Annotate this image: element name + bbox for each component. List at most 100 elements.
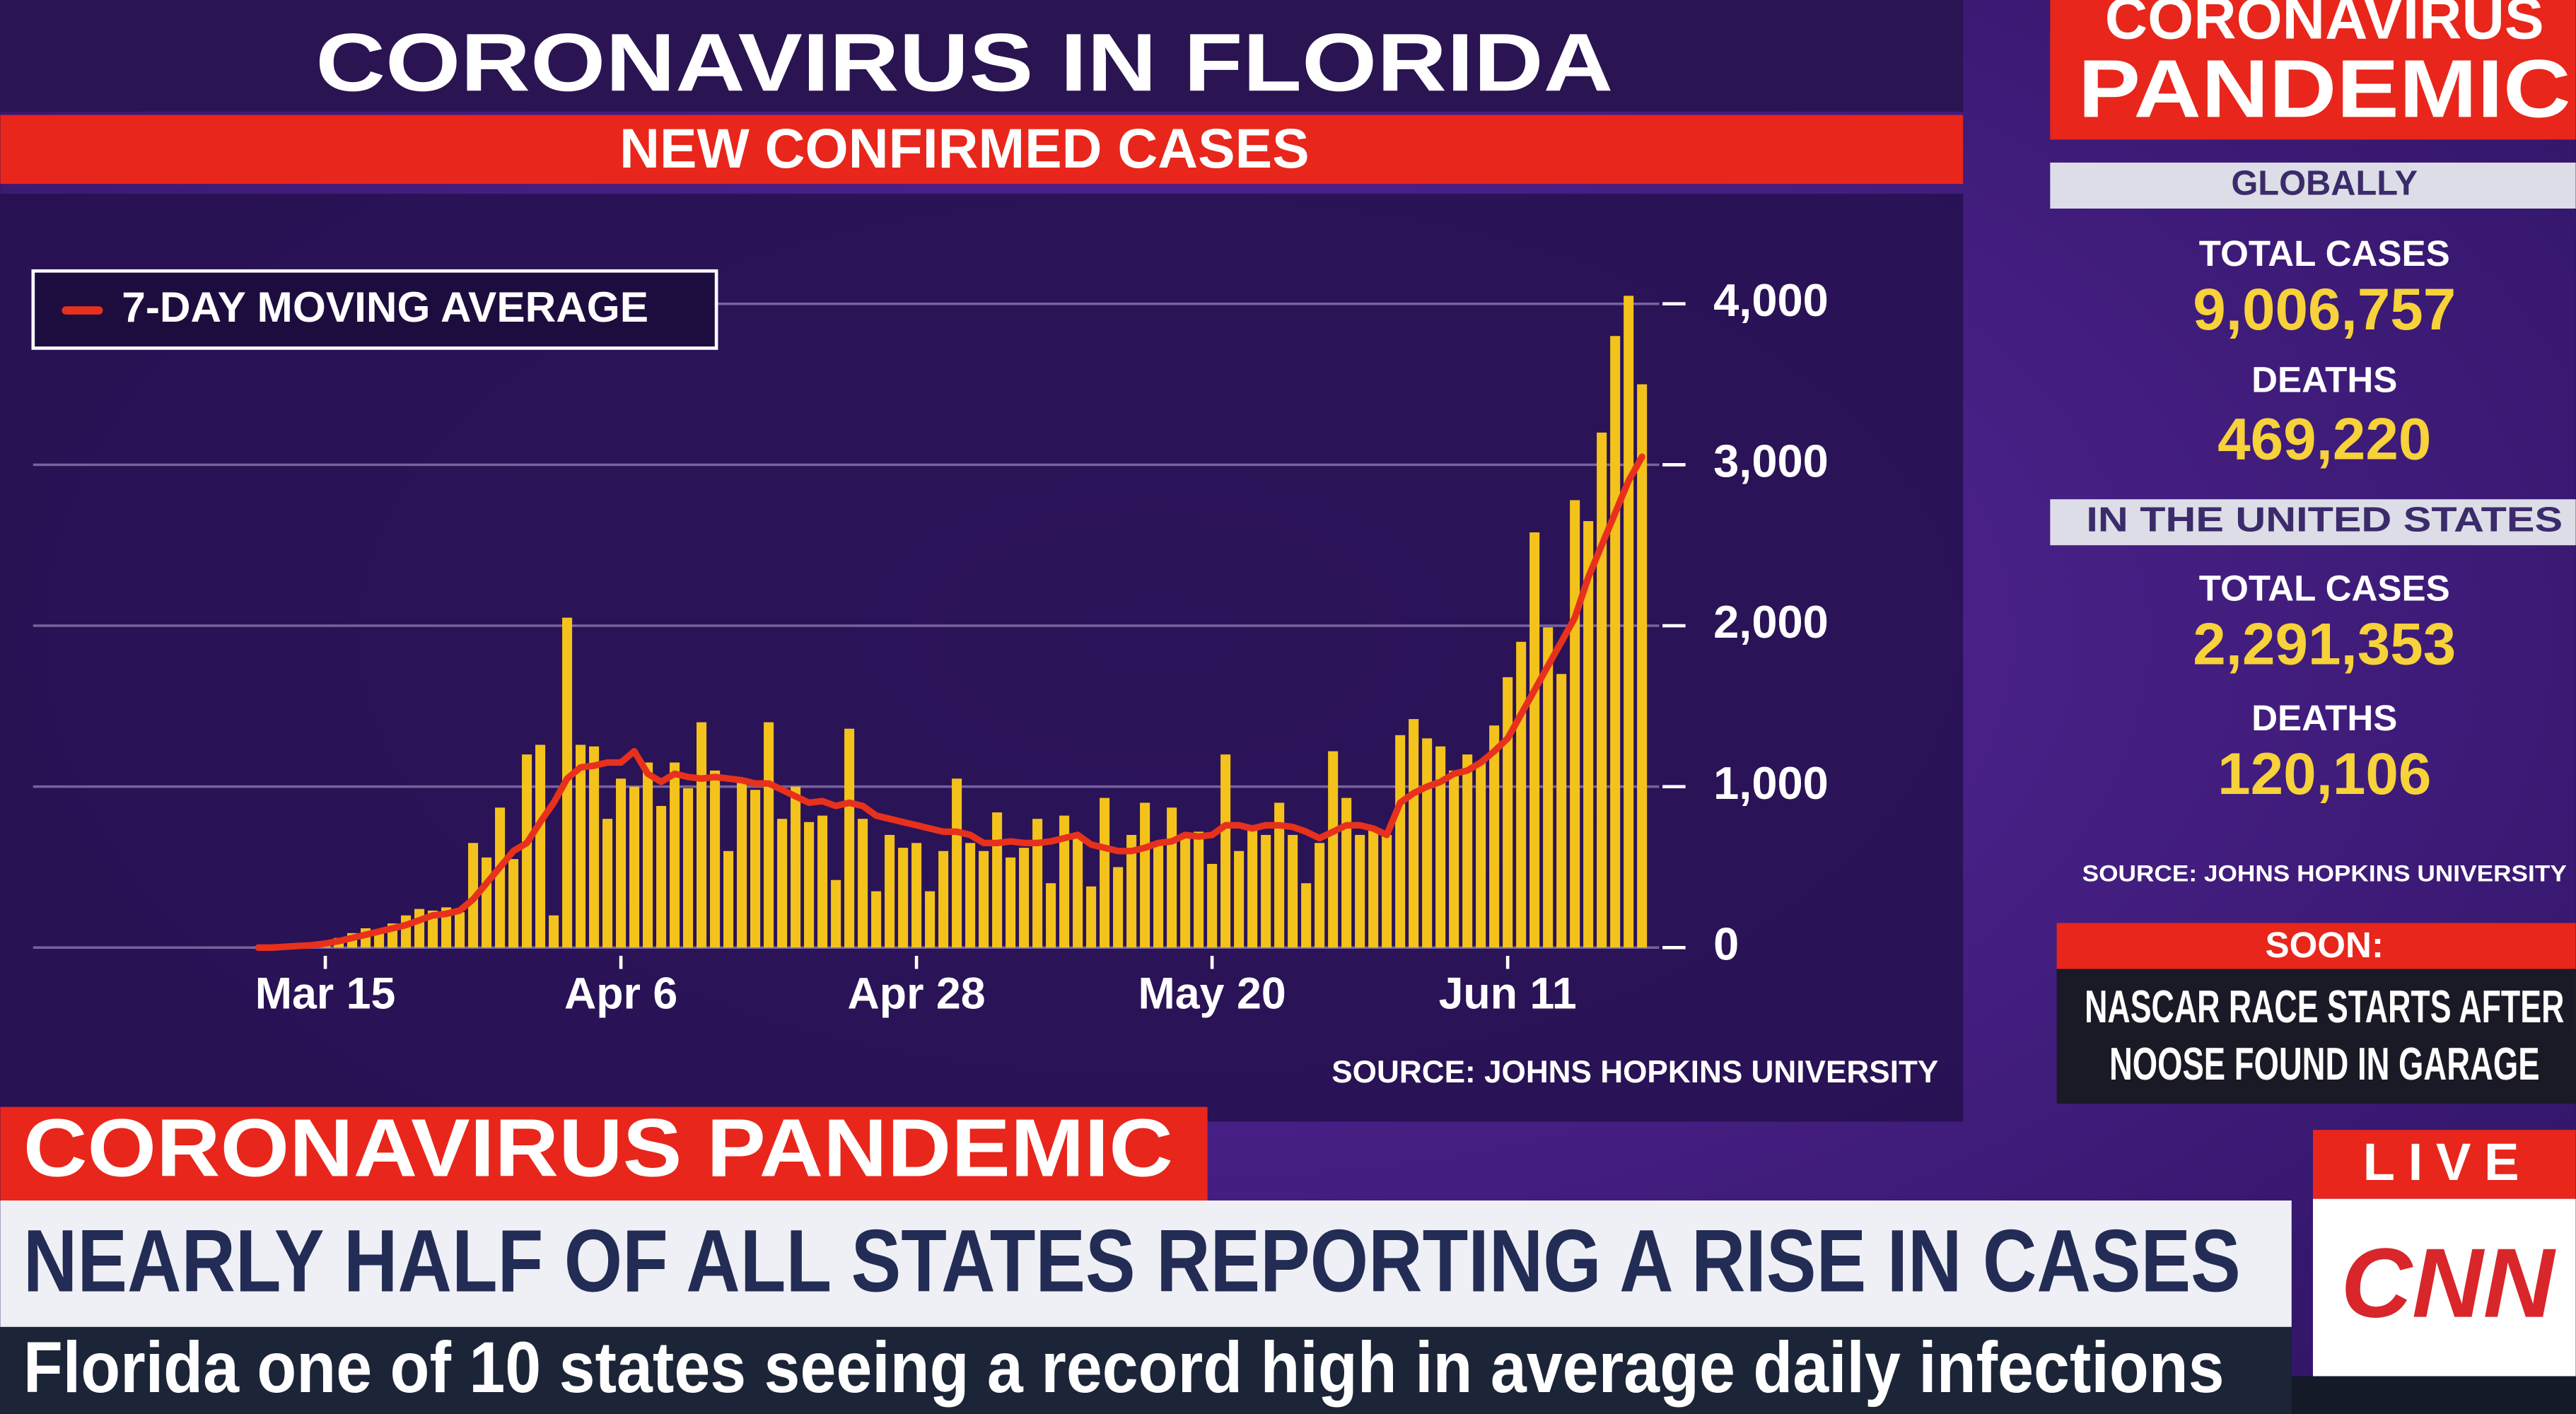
bar bbox=[1462, 754, 1473, 948]
sidebar-source: SOURCE: JOHNS HOPKINS UNIVERSITY bbox=[2082, 861, 2568, 887]
bar bbox=[723, 851, 734, 948]
section-heading-bar bbox=[2050, 499, 2576, 546]
bar bbox=[482, 857, 492, 948]
bar bbox=[737, 778, 747, 948]
bar bbox=[1086, 886, 1097, 948]
bar bbox=[1516, 641, 1527, 948]
bar bbox=[1220, 754, 1231, 948]
bar bbox=[1435, 746, 1446, 948]
y-tick-label: 2,000 bbox=[1713, 596, 1829, 648]
logo-box bbox=[2312, 1198, 2576, 1377]
bar bbox=[979, 851, 989, 948]
bar bbox=[1288, 834, 1298, 948]
bar bbox=[1529, 532, 1540, 948]
bar bbox=[858, 819, 868, 948]
plot-area: 0 1,000 2,000 3,000 4,000 Mar 15 Apr 6 Apr 28 Ma… bbox=[33, 274, 1829, 1019]
bar bbox=[925, 891, 936, 948]
bar bbox=[1395, 735, 1406, 948]
bar bbox=[1073, 834, 1083, 948]
bar bbox=[414, 908, 425, 948]
bar bbox=[1180, 834, 1191, 948]
bar bbox=[1637, 384, 1648, 948]
network-logo: CNN bbox=[2341, 1228, 2556, 1338]
bar bbox=[697, 722, 707, 948]
bar bbox=[1301, 883, 1312, 948]
bar bbox=[1409, 719, 1419, 948]
title-panel bbox=[0, 0, 1964, 112]
stat-value: 9,006,757 bbox=[2193, 276, 2456, 342]
stat-value: 469,220 bbox=[2217, 405, 2431, 472]
bar bbox=[1422, 738, 1433, 948]
chart-source: SOURCE: JOHNS HOPKINS UNIVERSITY bbox=[1331, 1055, 1938, 1089]
live-box bbox=[2312, 1130, 2576, 1199]
sidebar-header bbox=[2050, 0, 2576, 140]
bar bbox=[1019, 848, 1030, 948]
bar bbox=[1543, 627, 1554, 948]
bar bbox=[1059, 815, 1070, 948]
bar bbox=[764, 722, 774, 948]
bar bbox=[670, 762, 680, 948]
bar bbox=[1261, 834, 1271, 948]
bar bbox=[1126, 834, 1137, 948]
bar bbox=[965, 843, 976, 948]
bar bbox=[1583, 521, 1594, 948]
bar bbox=[1274, 802, 1285, 948]
chart-title: CORONAVIRUS IN FLORIDA bbox=[315, 16, 1613, 108]
bar bbox=[1247, 826, 1258, 948]
bar bbox=[441, 907, 452, 948]
bar bbox=[1570, 500, 1580, 948]
bar bbox=[1032, 819, 1043, 948]
stat-label: DEATHS bbox=[2251, 698, 2397, 738]
bar bbox=[1355, 834, 1365, 948]
section-heading: IN THE UNITED STATES bbox=[2086, 501, 2563, 539]
up-next-bar bbox=[2056, 923, 2576, 969]
sidebar-title: PANDEMIC bbox=[2078, 42, 2571, 134]
bar bbox=[1476, 762, 1486, 948]
live-label: LIVE bbox=[2363, 1133, 2533, 1191]
bar bbox=[1489, 725, 1500, 948]
legend-box bbox=[31, 269, 718, 350]
bar bbox=[1556, 674, 1567, 948]
up-next-box bbox=[2056, 969, 2576, 1104]
bar bbox=[1315, 843, 1325, 948]
bar bbox=[643, 762, 653, 948]
stat-value: 2,291,353 bbox=[2193, 611, 2456, 677]
lower-third-tag: CORONAVIRUS PANDEMIC bbox=[23, 1102, 1173, 1194]
bar bbox=[428, 910, 438, 948]
stat-value: 120,106 bbox=[2217, 740, 2431, 807]
section-heading-bar bbox=[2050, 162, 2576, 209]
bar bbox=[710, 770, 721, 948]
bar bbox=[898, 848, 909, 948]
stat-label: DEATHS bbox=[2251, 360, 2397, 400]
x-tick-label: Jun 11 bbox=[1439, 969, 1577, 1019]
headline-bar bbox=[0, 1200, 2292, 1327]
bar bbox=[1597, 432, 1607, 948]
bar bbox=[791, 786, 801, 948]
bar bbox=[911, 843, 922, 948]
bar bbox=[535, 744, 546, 948]
bar bbox=[750, 790, 761, 948]
subline: Florida one of 10 states seeing a record… bbox=[23, 1326, 2225, 1408]
bar bbox=[1234, 851, 1245, 948]
moving-average-line bbox=[255, 453, 1645, 951]
x-tick-label: Mar 15 bbox=[255, 969, 396, 1019]
bar bbox=[656, 805, 667, 948]
subtitle-bar bbox=[0, 115, 1964, 185]
bar bbox=[1382, 834, 1392, 948]
bar bbox=[1328, 751, 1339, 948]
bar bbox=[1194, 831, 1204, 948]
legend-label: 7-DAY MOVING AVERAGE bbox=[122, 283, 648, 331]
stat-label: TOTAL CASES bbox=[2199, 233, 2450, 274]
bar bbox=[576, 744, 586, 948]
bar bbox=[992, 812, 1003, 948]
bar bbox=[777, 819, 788, 948]
subline-bar bbox=[0, 1326, 2292, 1414]
bar bbox=[804, 822, 815, 948]
stat-label: TOTAL CASES bbox=[2199, 568, 2450, 609]
bar bbox=[602, 819, 613, 948]
bar bbox=[938, 851, 949, 948]
bar bbox=[1368, 828, 1379, 948]
bar bbox=[885, 834, 895, 948]
bar bbox=[683, 788, 694, 948]
up-next-label: SOON: bbox=[2265, 925, 2383, 965]
